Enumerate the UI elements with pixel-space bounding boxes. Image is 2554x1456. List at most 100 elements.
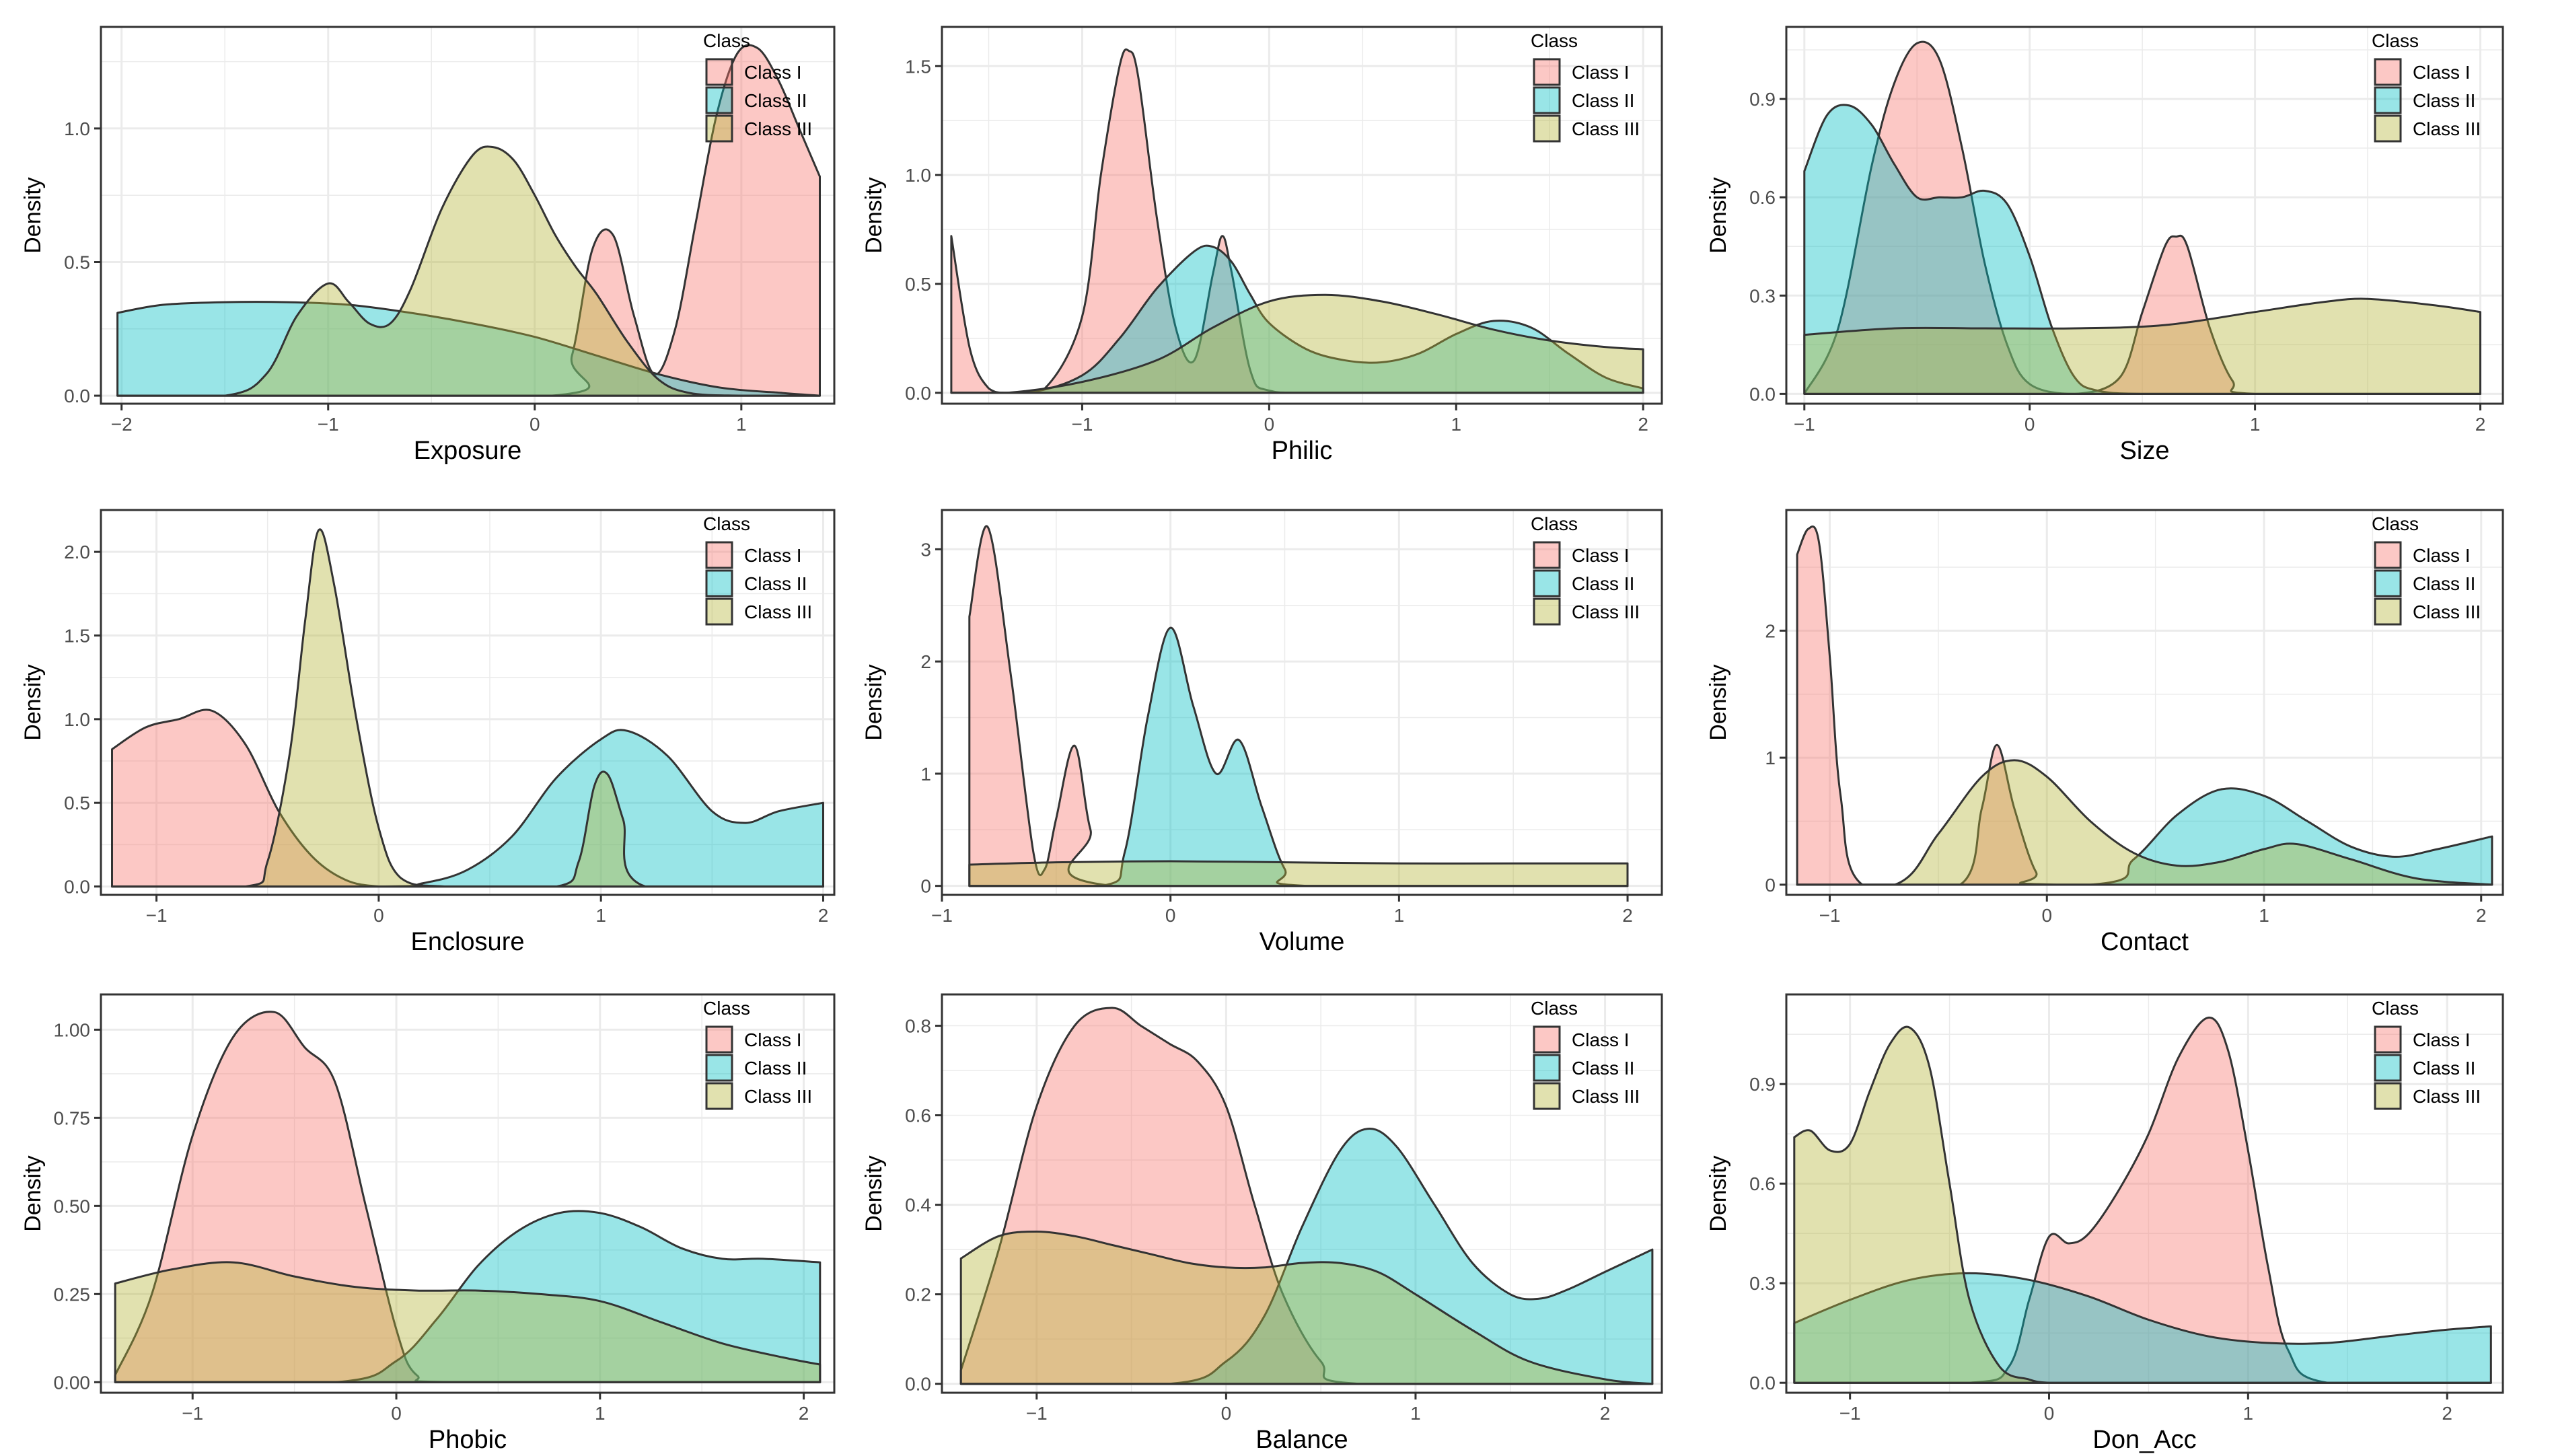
x-tick-label: 0 (1165, 905, 1176, 926)
density-area-class-ii (959, 1128, 1654, 1385)
density-panel-enclosure: −1 0 1 2 0.0 0.5 1.0 1.5 2.0 Enclosure Density Clas… (20, 509, 836, 956)
y-axis-label: Density (20, 664, 46, 740)
panel-border (100, 993, 836, 1394)
y-tick-label: 1.5 (64, 626, 90, 647)
legend-key-class-i (705, 58, 733, 86)
y-axis-label: Density (861, 177, 887, 253)
density-area-class-ii (1793, 1272, 2492, 1384)
legend: Class Class I Class II Class III (2372, 513, 2481, 626)
density-panel-exposure: −2 −1 0 10.00.51.0ExposureDensityClassClass… (20, 26, 836, 465)
legend-title: Class (2372, 998, 2419, 1019)
legend-label: Class II (744, 573, 807, 594)
legend-label: Class II (2413, 90, 2475, 111)
legend-label: Class III (744, 602, 812, 622)
density-panel-phobic: −1 0 1 2 0.00 0.25 0.50 0.75 1.00 Phobic Density Cl… (20, 993, 836, 1454)
legend-key-class-i (1533, 58, 1561, 86)
panel-border (100, 26, 836, 405)
density-panel-contact: −1 0 1 2 0 1 2 Contact Density Class Class I Class … (1706, 509, 2504, 956)
density-area-class-i (116, 44, 821, 397)
legend-key-class-ii (1533, 1054, 1561, 1082)
y-tick-label: 0.0 (1749, 1373, 1776, 1393)
y-tick-label: 0.3 (1749, 285, 1776, 306)
x-tick-label: −2 (111, 414, 133, 435)
legend-title: Class (2372, 30, 2419, 51)
x-tick-label: 1 (595, 905, 606, 926)
legend-label: Class III (2413, 118, 2481, 139)
y-tick-label: 1.0 (905, 165, 931, 186)
y-tick-label: 2 (1765, 620, 1776, 641)
y-axis-label: Density (1706, 664, 1731, 740)
x-tick-label: 2 (1622, 905, 1633, 926)
y-tick-label: 1.0 (64, 709, 90, 730)
density-area-class-iii (114, 1261, 822, 1383)
x-tick-label: 1 (2243, 1403, 2254, 1424)
x-tick-label: −1 (182, 1403, 203, 1424)
x-tick-label: 0 (391, 1403, 402, 1424)
panel-border (941, 509, 1663, 896)
panel-background (1786, 27, 2503, 404)
legend-label: Class III (744, 118, 812, 139)
y-tick-label: 0.9 (1749, 89, 1776, 110)
x-tick-label: 1 (1394, 905, 1405, 926)
x-tick-label: 2 (1600, 1403, 1611, 1424)
density-panel-don-acc: −1 0 1 20.00.30.60.9Don_AccDensityClassClas… (1706, 993, 2504, 1454)
y-tick-label: 0.6 (1749, 1173, 1776, 1194)
legend-label: Class II (744, 1058, 807, 1079)
legend-title: Class (703, 513, 750, 534)
x-tick-label: 2 (2442, 1403, 2452, 1424)
panel-background (101, 994, 834, 1393)
legend-label: Class I (744, 1029, 802, 1050)
x-tick-label: 1 (1410, 1403, 1421, 1424)
x-axis-label: Balance (1255, 1426, 1348, 1454)
x-tick-label: 0 (373, 905, 384, 926)
y-axis-label: Density (20, 177, 46, 253)
density-area-class-i (959, 1007, 1654, 1385)
y-axis-label: Density (861, 1155, 887, 1231)
legend-label: Class I (744, 62, 802, 83)
legend-key-class-i (1533, 541, 1561, 569)
x-tick-label: −1 (1026, 1403, 1048, 1424)
legend-key-class-ii (2374, 86, 2402, 114)
density-area-class-i (1803, 40, 2481, 395)
legend: Class Class I Class II Class III (703, 30, 812, 143)
y-tick-label: 1.5 (905, 56, 931, 77)
x-axis-label: Volume (1260, 928, 1345, 956)
x-tick-label: 1 (2250, 414, 2261, 435)
legend-label: Class II (1572, 1058, 1634, 1079)
x-tick-label: −1 (1839, 1403, 1861, 1424)
y-tick-label: 0.0 (1749, 384, 1776, 404)
legend-title: Class (2372, 513, 2419, 534)
legend-label: Class III (2413, 1086, 2481, 1107)
x-tick-label: 2 (2476, 905, 2487, 926)
panel-background (1786, 994, 2503, 1393)
x-tick-label: 2 (1638, 414, 1648, 435)
legend-label: Class I (2413, 1029, 2471, 1050)
legend-key-class-ii (1533, 569, 1561, 597)
panel-background (942, 994, 1662, 1393)
x-tick-label: −1 (931, 905, 953, 926)
legend-label: Class I (1572, 62, 1630, 83)
density-area-class-iii (1793, 1025, 2492, 1384)
panel-border (1785, 993, 2504, 1394)
y-tick-label: 0.50 (54, 1196, 91, 1216)
density-area-class-iii (116, 145, 821, 397)
legend-key-class-iii (2374, 1082, 2402, 1110)
panel-border (941, 26, 1663, 405)
density-area-class-i (1793, 1016, 2492, 1384)
legend-title: Class (1531, 998, 1578, 1019)
x-tick-label: 0 (1221, 1403, 1232, 1424)
legend-key-class-i (2374, 1025, 2402, 1054)
panel-border (100, 509, 836, 896)
y-axis-label: Density (1706, 1155, 1731, 1231)
y-tick-label: 0.00 (54, 1372, 91, 1393)
legend-key-class-iii (1533, 114, 1561, 143)
legend-title: Class (703, 30, 750, 51)
x-tick-label: 1 (736, 414, 747, 435)
density-area-class-iii (1796, 759, 2493, 886)
legend: Class Class I Class II Class III (703, 513, 812, 626)
legend-key-class-ii (1533, 86, 1561, 114)
legend-key-class-iii (2374, 114, 2402, 143)
panel-border (941, 993, 1663, 1394)
density-area-class-ii (950, 244, 1644, 394)
